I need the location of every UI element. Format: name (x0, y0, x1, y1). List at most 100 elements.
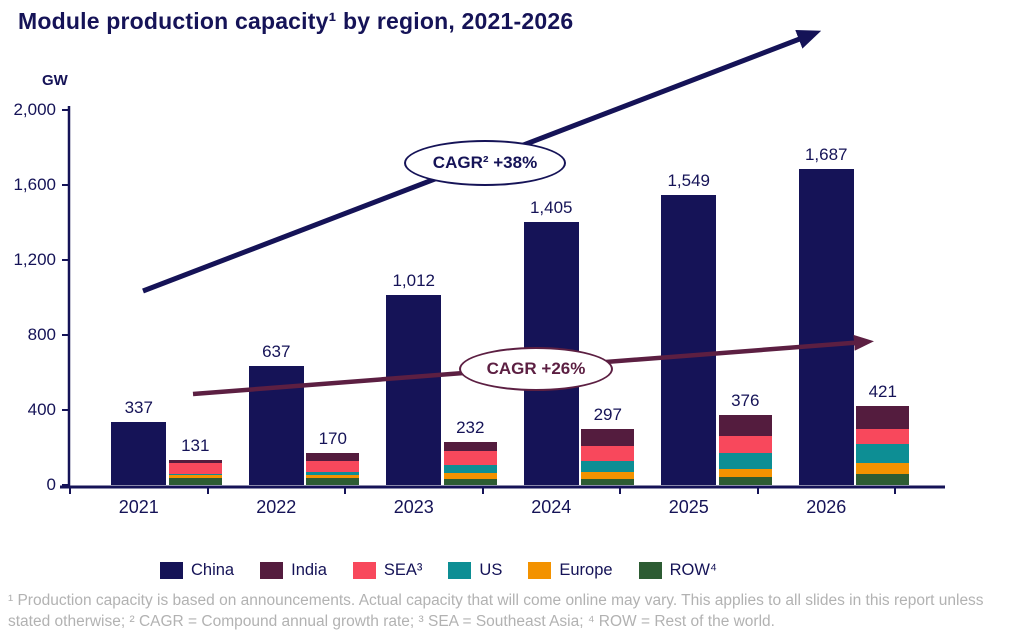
cagr-row-badge-label: CAGR +26% (486, 359, 586, 378)
segment-sea-2021 (168, 463, 222, 474)
x-axis-label-2021: 2021 (118, 497, 159, 517)
x-axis-tick-mark (69, 487, 71, 494)
segment-us-2021 (168, 473, 222, 476)
legend-item-europe: Europe (528, 561, 613, 580)
legend-label-china: China (191, 561, 235, 579)
segment-us-2026 (856, 444, 910, 464)
segment-sea-2025 (718, 435, 772, 454)
cagr-china-badge-label: CAGR² +38% (432, 153, 538, 172)
x-axis-tick-mark (756, 487, 759, 494)
x-axis-label-2026: 2026 (806, 497, 847, 517)
segment-europe-2022 (306, 475, 360, 479)
x-axis-label-2025: 2025 (668, 497, 709, 517)
value-label-stack-2022: 170 (318, 429, 347, 449)
value-label-stack-2023: 232 (456, 417, 485, 437)
segment-row-2025 (718, 477, 772, 485)
y-axis-tick-label: 400 (27, 400, 56, 419)
y-axis-tick-mark (62, 109, 69, 111)
value-label-stack-2024: 297 (593, 405, 622, 425)
legend-item-china: China (160, 561, 234, 580)
legend-swatch-europe (528, 562, 552, 579)
legend-item-india: India (260, 561, 327, 580)
legend-label-us: US (479, 561, 503, 579)
bar-stack-2026 (856, 406, 910, 485)
bar-china-2021 (111, 421, 167, 485)
legend-swatch-us (448, 562, 472, 579)
segment-row-2026 (856, 473, 910, 485)
segment-europe-2024 (581, 472, 635, 479)
x-axis-tick-mark (619, 487, 621, 494)
x-axis-label-2022: 2022 (256, 497, 297, 517)
segment-us-2025 (718, 453, 772, 469)
segment-row-2022 (306, 478, 360, 485)
legend-swatch-india (260, 562, 284, 579)
chart-title: Module production capacity¹ by region, 2… (18, 8, 574, 34)
footnote: ¹ Production capacity is based on announ… (8, 592, 984, 630)
legend: China India SEA³ US Europe ROW⁴ (160, 561, 717, 580)
segment-india-2023 (443, 441, 497, 452)
x-axis-tick-mark (344, 487, 346, 494)
legend-item-us: US (448, 561, 502, 580)
value-label-china-2024: 1,405 (529, 197, 573, 217)
y-axis-unit-label: GW (42, 72, 68, 89)
bar-stack-2024 (581, 429, 635, 485)
cagr-row-badge: CAGR +26% (459, 347, 613, 391)
y-axis-tick-mark (62, 259, 69, 261)
bar-china-2023 (386, 295, 442, 485)
legend-swatch-china (160, 562, 183, 579)
segment-sea-2022 (306, 461, 360, 473)
y-axis-tick-label: 1,200 (13, 250, 56, 269)
legend-label-sea: SEA³ (383, 561, 423, 579)
x-axis-tick-mark (481, 487, 484, 494)
y-axis-tick-mark (62, 334, 69, 336)
segment-india-2025 (718, 414, 772, 436)
y-axis-tick-mark (62, 184, 69, 186)
x-axis-tick-mark (206, 487, 209, 494)
value-label-china-2022: 637 (262, 341, 291, 361)
segment-row-2024 (581, 478, 635, 485)
y-axis-tick-mark (62, 484, 69, 486)
segment-india-2021 (168, 460, 222, 464)
segment-europe-2021 (168, 475, 222, 478)
y-axis-tick-label: 0 (46, 475, 56, 494)
bar-stack-2025 (718, 414, 772, 485)
legend-item-sea: SEA³ (352, 561, 423, 580)
segment-sea-2024 (581, 446, 635, 461)
legend-label-row: ROW⁴ (669, 561, 717, 579)
segment-us-2023 (443, 464, 497, 473)
bar-china-2026 (798, 168, 854, 485)
value-label-stack-2021: 131 (181, 436, 210, 456)
legend-label-india: India (291, 561, 327, 579)
y-axis-tick-label: 2,000 (13, 100, 56, 119)
segment-sea-2023 (443, 451, 497, 465)
y-axis-tick-mark (62, 409, 69, 411)
bar-china-2025 (661, 194, 717, 485)
value-label-stack-2025: 376 (731, 390, 760, 410)
cagr-china-badge: CAGR² +38% (404, 140, 566, 186)
value-label-china-2023: 1,012 (392, 271, 436, 291)
y-axis-tick-label: 1,600 (13, 175, 56, 194)
bar-stack-2022 (306, 453, 360, 485)
bar-stack-2023 (443, 441, 497, 485)
segment-us-2022 (306, 472, 360, 476)
legend-label-europe: Europe (559, 561, 613, 579)
x-axis-label-2024: 2024 (531, 497, 572, 517)
value-label-stack-2026: 421 (868, 382, 897, 402)
segment-row-2023 (443, 479, 497, 485)
segment-india-2026 (856, 406, 910, 429)
x-axis-tick-mark (894, 487, 896, 494)
value-label-china-2021: 337 (124, 397, 153, 417)
segment-europe-2025 (718, 468, 772, 478)
bar-stack-2021 (168, 460, 222, 485)
legend-swatch-sea (352, 562, 376, 579)
segment-india-2024 (581, 429, 635, 446)
segment-europe-2026 (856, 463, 910, 474)
segment-row-2021 (168, 477, 222, 485)
x-axis-label-2023: 2023 (393, 497, 434, 517)
segment-europe-2023 (443, 472, 497, 479)
y-axis-tick-label: 800 (27, 325, 56, 344)
legend-item-row: ROW⁴ (638, 561, 717, 580)
segment-sea-2026 (856, 428, 910, 445)
